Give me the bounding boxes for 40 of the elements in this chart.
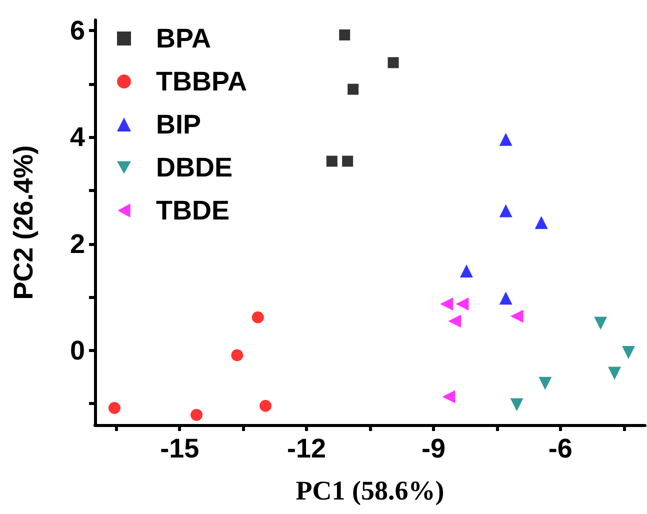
legend-label: BPA	[156, 24, 212, 54]
point	[456, 298, 469, 311]
x-tick-label: -9	[421, 434, 446, 464]
point	[252, 311, 264, 324]
point	[339, 29, 350, 40]
point	[442, 390, 456, 404]
point	[499, 132, 512, 146]
point	[510, 398, 524, 412]
point	[326, 156, 338, 167]
legend-label: TBBPA	[156, 66, 247, 96]
point	[388, 57, 399, 68]
x-tick-label: -6	[548, 434, 572, 464]
point	[190, 408, 203, 421]
y-tick-label: 2	[70, 228, 85, 259]
point	[348, 84, 359, 95]
point	[499, 292, 512, 305]
legend-label: TBDE	[156, 196, 230, 226]
y-axis-title: PC2 (26.4%)	[8, 145, 38, 300]
legend-label: BIP	[156, 110, 202, 140]
point	[260, 400, 272, 412]
point	[231, 349, 244, 362]
point	[499, 204, 512, 218]
x-tick-label: -12	[287, 434, 326, 464]
point	[460, 264, 473, 278]
point	[622, 346, 635, 360]
y-tick-label: 0	[70, 335, 85, 366]
point	[538, 376, 552, 390]
y-tick-label: 6	[70, 16, 85, 46]
point	[108, 402, 120, 414]
point	[342, 156, 354, 167]
legend-label: DBDE	[156, 152, 233, 182]
x-tick-label: -15	[160, 434, 200, 464]
point	[510, 310, 524, 323]
point	[608, 366, 622, 380]
point	[594, 316, 608, 330]
point	[448, 314, 462, 328]
point	[534, 216, 548, 229]
point	[440, 298, 454, 311]
x-axis-title: PC1 (58.6%)	[296, 476, 444, 506]
y-tick-label: 4	[70, 122, 85, 152]
